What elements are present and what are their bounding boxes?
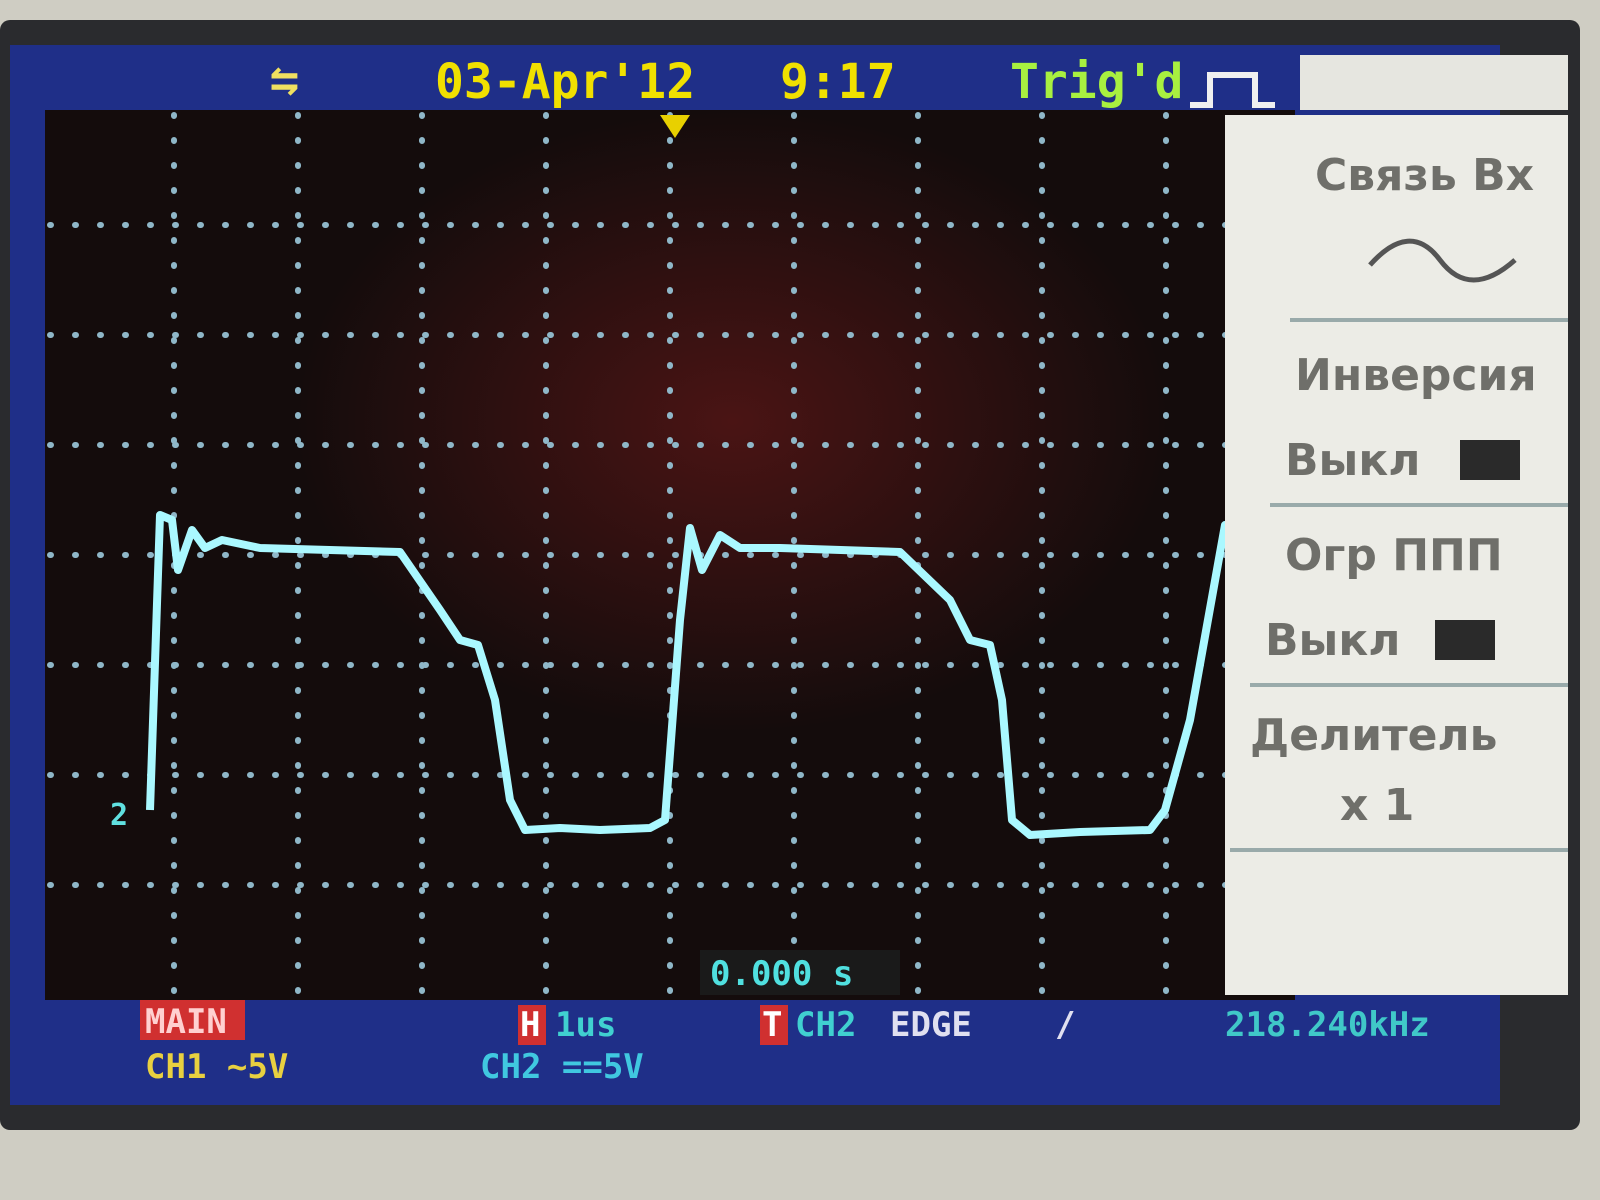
timebase-key: H	[520, 1005, 540, 1045]
menu-label[interactable]: Огр ППП	[1285, 530, 1503, 581]
offset-box	[700, 950, 900, 995]
trigger-key: T	[762, 1005, 782, 1045]
waveform	[146, 511, 1258, 839]
ch2-scale: CH2 ==5V	[480, 1047, 644, 1087]
coupling-icon	[1368, 238, 1517, 283]
menu-dividers	[1230, 318, 1568, 852]
time: 9:17	[780, 54, 896, 110]
menu-value: Выкл	[1265, 615, 1400, 666]
toggle-icon	[1460, 440, 1520, 480]
trigger-icon	[1190, 72, 1275, 108]
menu-value: Выкл	[1285, 435, 1420, 486]
trigger-source: CH2	[795, 1005, 856, 1045]
timebase: 1us	[555, 1005, 616, 1045]
mode: MAIN	[145, 1002, 227, 1042]
frequency: 218.240kHz	[1225, 1005, 1430, 1045]
menu-value: x 1	[1340, 780, 1414, 831]
menu-label[interactable]: Связь Вх	[1315, 150, 1534, 201]
trigger-offset: 0.000 s	[710, 954, 853, 994]
key-box	[518, 1005, 546, 1045]
toggle-icon	[1435, 620, 1495, 660]
menu-header	[1300, 55, 1568, 110]
mode-box	[140, 1000, 245, 1040]
usb-icon: ⇋	[270, 51, 299, 107]
trigger-slope: /	[1055, 1005, 1075, 1045]
key-box	[760, 1005, 788, 1045]
date: 03-Apr'12	[435, 54, 695, 110]
trigger-status: Trig'd	[1010, 54, 1183, 110]
trigger-position-marker	[660, 115, 690, 138]
menu-label[interactable]: Делитель	[1250, 710, 1497, 761]
channel-marker: 2	[110, 798, 128, 833]
ch1-scale: CH1 ~5V	[145, 1047, 288, 1087]
menu-label[interactable]: Инверсия	[1295, 350, 1537, 401]
trigger-type: EDGE	[890, 1005, 972, 1045]
